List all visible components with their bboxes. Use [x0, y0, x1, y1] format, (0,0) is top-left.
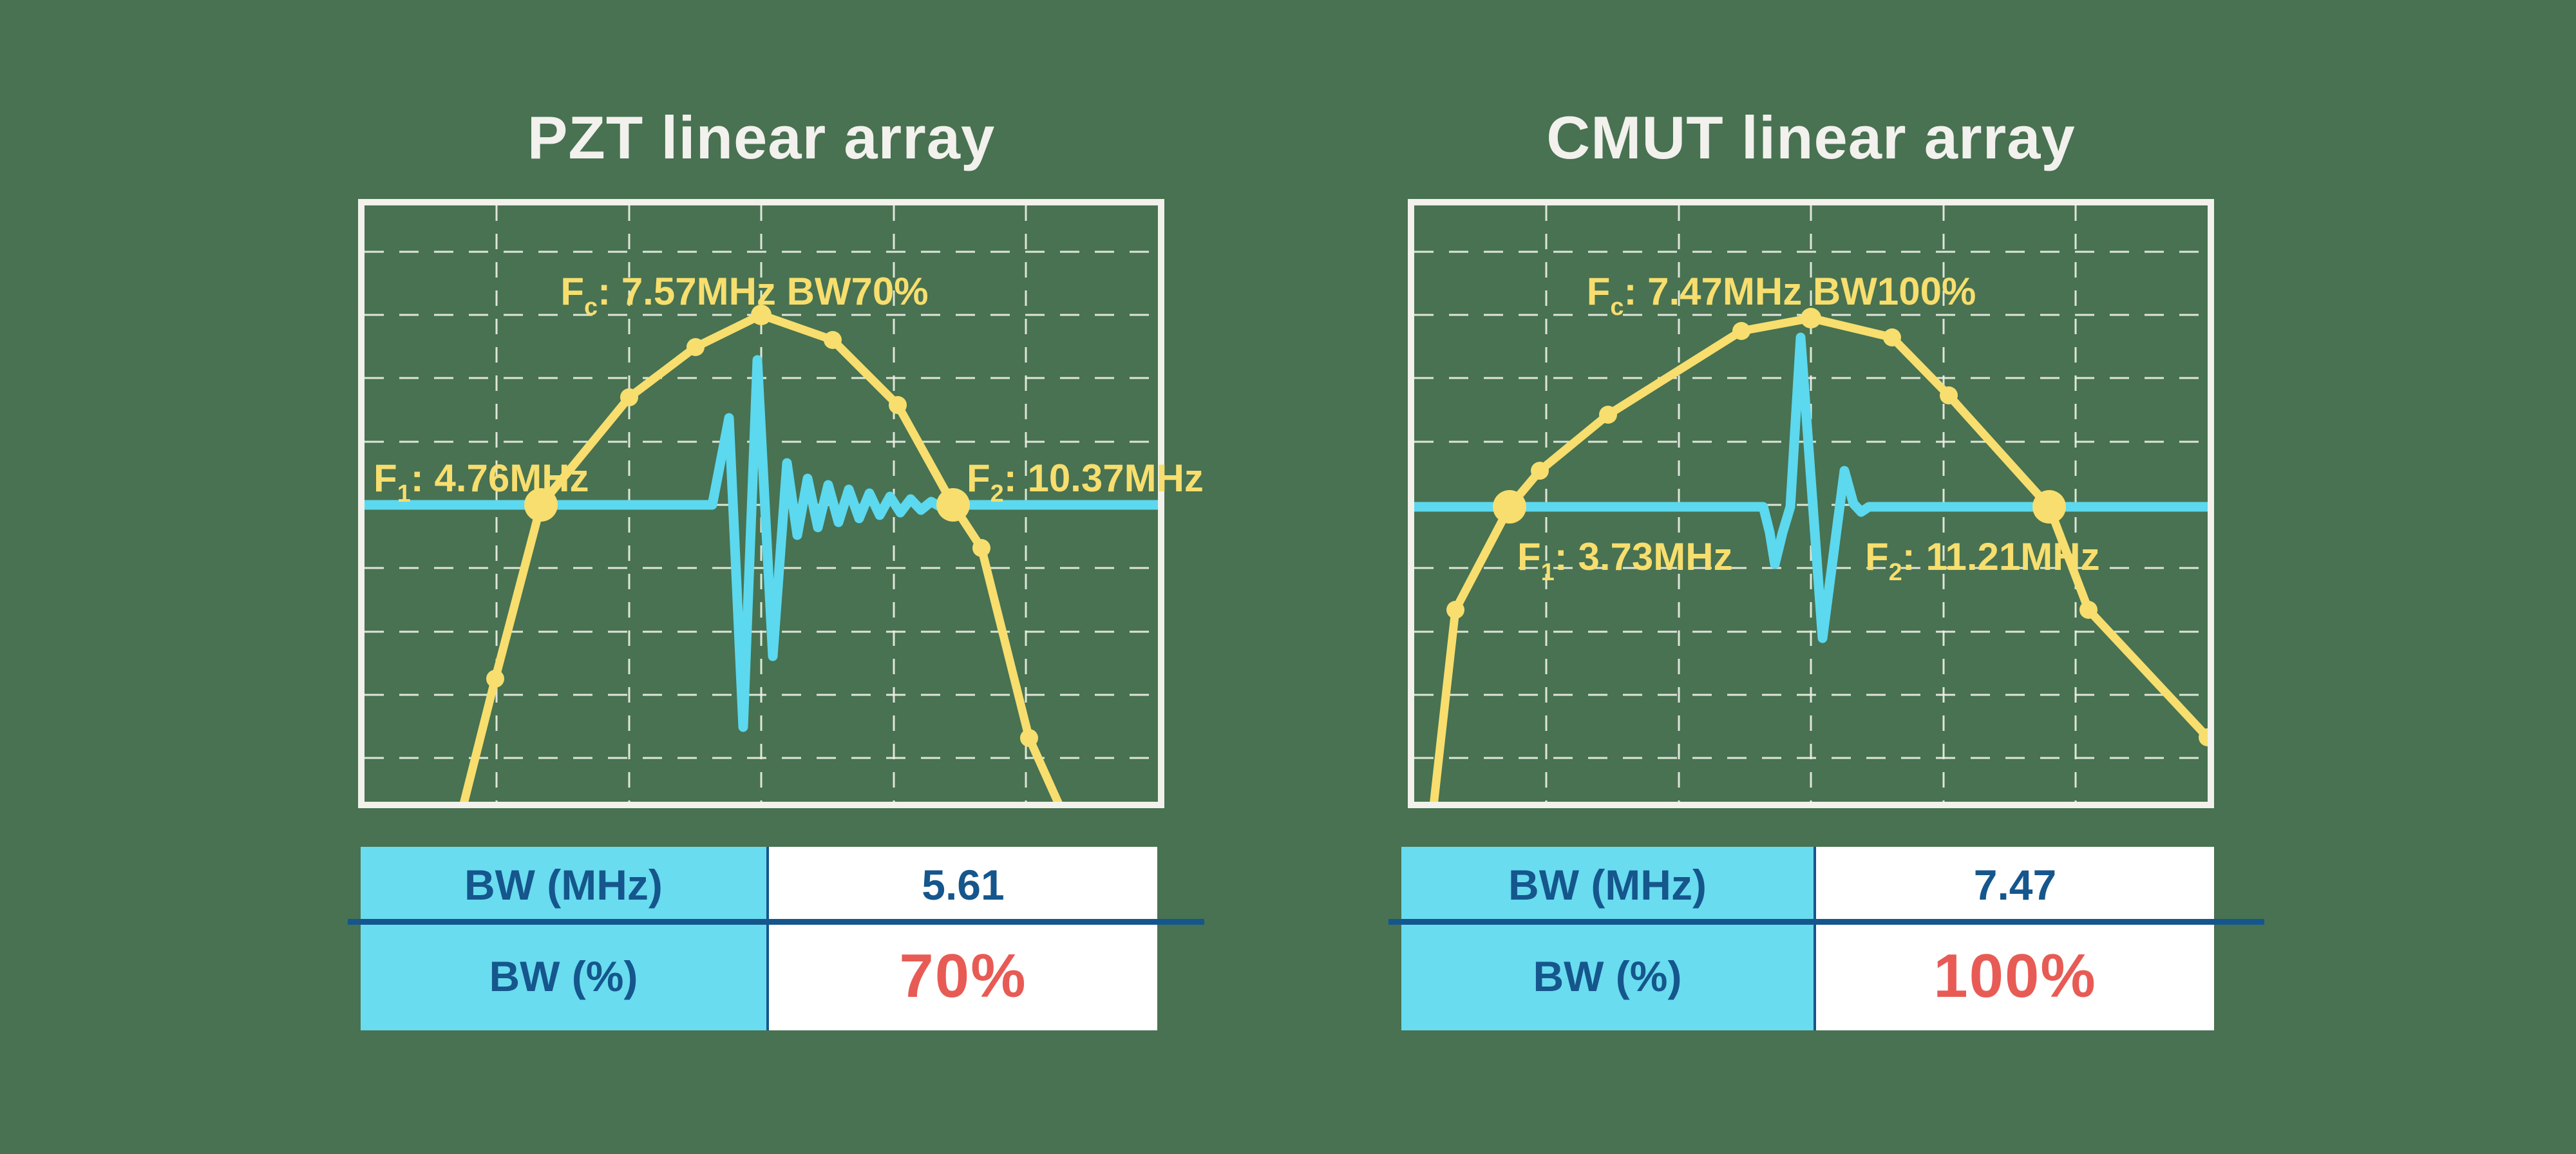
f1-annotation: F1: 4.76MHz: [374, 457, 589, 507]
subscript: c: [584, 294, 598, 321]
fc-annotation: Fc: 7.57MHz BW70%: [560, 270, 929, 321]
table-row: BW (MHz) 7.47: [1401, 847, 2214, 922]
table-row-value: 70%: [766, 922, 1157, 1030]
spectrum-chart-pzt: [365, 205, 1158, 802]
subscript: c: [1610, 294, 1624, 321]
bw-table-pzt: BW (MHz) 5.61 BW (%) 70%: [361, 847, 1157, 1030]
table-row: BW (%) 70%: [361, 922, 1157, 1030]
table-divider: [1388, 919, 2264, 925]
table-row-label: BW (%): [1401, 922, 1814, 1030]
subscript: 2: [1888, 559, 1902, 586]
fc-annotation: Fc: 7.47MHz BW100%: [1586, 270, 1976, 321]
chart-frame-cmut: Fc: 7.47MHz BW100% F1: 3.73MHz F2: 11.21…: [1408, 199, 2214, 808]
bw-table-cmut: BW (MHz) 7.47 BW (%) 100%: [1401, 847, 2214, 1030]
table-row-value: 5.61: [766, 847, 1157, 922]
table-row: BW (%) 100%: [1401, 922, 2214, 1030]
f1-annotation: F1: 3.73MHz: [1517, 535, 1733, 586]
table-row-label: BW (MHz): [361, 847, 766, 922]
f2-annotation: F2: 11.21MHz: [1865, 535, 2100, 586]
page-title-cmut: CMUT linear array: [1546, 104, 2076, 171]
table-row-value: 100%: [1813, 922, 2214, 1030]
subscript: 2: [990, 480, 1004, 507]
table-row: BW (MHz) 5.61: [361, 847, 1157, 922]
table-row-label: BW (MHz): [1401, 847, 1814, 922]
table-divider: [348, 919, 1204, 925]
chart-frame-pzt: Fc: 7.57MHz BW70% F1: 4.76MHz F2: 10.37M…: [358, 199, 1204, 808]
spectrum-chart-cmut: [1414, 205, 2208, 802]
table-row-value: 7.47: [1813, 847, 2214, 922]
subscript: 1: [397, 480, 411, 507]
subscript: 1: [1540, 559, 1555, 586]
page-title-pzt: PZT linear array: [527, 104, 996, 171]
table-row-label: BW (%): [361, 922, 766, 1030]
f2-annotation: F2: 10.37MHz: [967, 457, 1204, 507]
